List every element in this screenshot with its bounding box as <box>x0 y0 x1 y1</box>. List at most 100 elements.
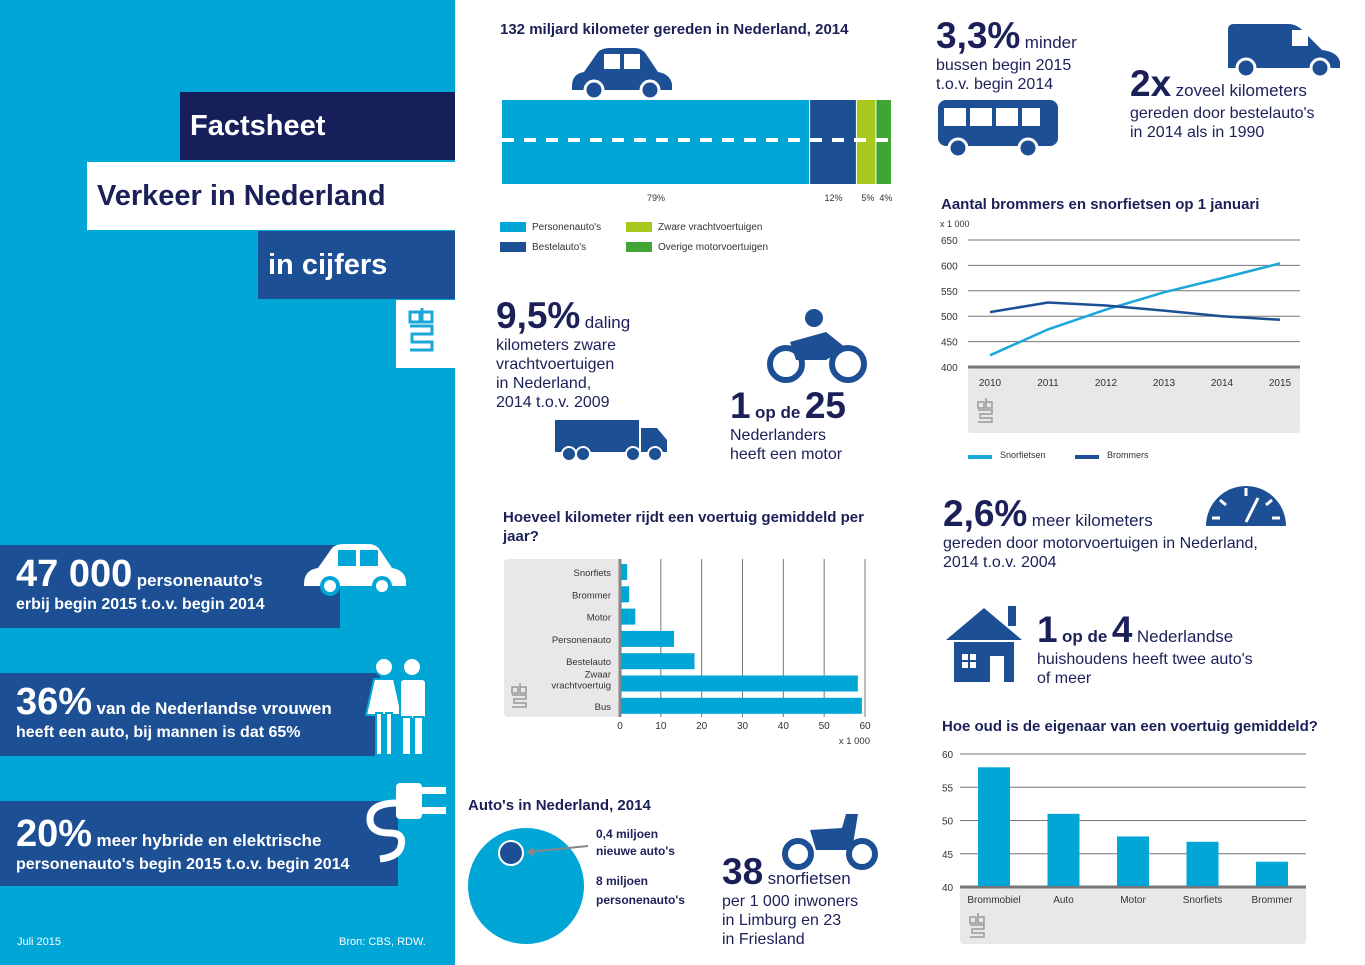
bar <box>621 630 675 647</box>
moped-chart-title: Aantal brommers en snorfietsen op 1 janu… <box>941 196 1260 213</box>
segment-label: 12% <box>824 193 842 203</box>
house-icon <box>946 606 1022 682</box>
legend-label: Brommers <box>1107 450 1149 460</box>
road-legend: Personenauto's Zware vrachtvoertuigen Bes… <box>500 218 820 258</box>
circle-new-cars <box>498 840 524 866</box>
stat-trucks: 9,5% daling kilometers zware vrachtvoertu… <box>496 295 631 412</box>
footer-source: Bron: CBS, RDW. <box>339 936 426 948</box>
truck-icon <box>555 420 667 462</box>
y-tick-label: 40 <box>942 883 954 894</box>
cars-chart-title: Auto's in Nederland, 2014 <box>468 797 651 814</box>
legend-item: Personenauto's <box>500 218 626 238</box>
x-unit-label: x 1 000 <box>839 736 870 747</box>
legend-swatch <box>626 242 652 253</box>
category-label: Motor <box>587 613 611 624</box>
stat-km: 2,6% meer kilometers gereden door motorv… <box>943 493 1258 572</box>
x-tick-label: 30 <box>737 721 749 732</box>
x-tick-label: Auto <box>1053 895 1074 906</box>
bar <box>978 767 1010 886</box>
cbs-logo <box>396 300 455 368</box>
left-panel: Factsheet Verkeer in Nederland in cijfer… <box>0 0 455 965</box>
stat-van: 2x zoveel kilometers gereden door bestel… <box>1130 63 1315 142</box>
y-tick-label: 500 <box>941 312 958 323</box>
x-tick-label: 2015 <box>1269 378 1292 389</box>
road-chart: 79% 12% 5% 4% <box>502 100 892 203</box>
x-tick-label: 2011 <box>1037 378 1059 389</box>
category-label: vrachtvoertuig <box>551 681 611 692</box>
bar <box>621 586 630 603</box>
x-tick-label: 40 <box>778 721 790 732</box>
legend-swatch <box>1075 455 1099 459</box>
y-tick-label: 400 <box>941 363 958 374</box>
cbs-logo-icon <box>511 683 527 708</box>
y-tick-label: 60 <box>942 750 954 761</box>
label-panel <box>504 559 622 717</box>
category-label: Snorfiets <box>574 568 612 579</box>
category-label: Bestelauto <box>566 657 611 668</box>
cbs-logo-icon <box>977 398 993 423</box>
x-tick-label: 2014 <box>1211 378 1234 389</box>
stat-band-cars: 47 000 personenauto's erbij begin 2015 t… <box>0 545 340 628</box>
car-icon <box>304 544 406 596</box>
arrow-line <box>527 845 589 853</box>
y-tick-label: 50 <box>942 817 954 828</box>
category-label: Personenauto <box>552 635 611 646</box>
category-label: Bus <box>595 702 612 713</box>
road-chart-title: 132 miljard kilometer gereden in Nederla… <box>500 21 849 38</box>
y-tick-label: 45 <box>942 850 954 861</box>
x-tick-label: 50 <box>819 721 831 732</box>
y-tick-label: 600 <box>941 261 958 272</box>
legend-item: Zware vrachtvoertuigen <box>626 218 763 238</box>
owner-age-chart: 40 45 50 55 60 Brommobiel Auto Motor Snorfiets Br… <box>942 750 1306 944</box>
km-chart-title: Hoeveel kilometer rijdt een voertuig gem… <box>503 509 864 545</box>
plug-icon <box>366 783 446 863</box>
x-tick-label: 60 <box>859 721 871 732</box>
x-tick-label: Motor <box>1120 895 1146 906</box>
x-tick-label: Brommer <box>1251 895 1293 906</box>
stat-band-hybrid: 20% meer hybride en elektrische personen… <box>0 801 398 886</box>
y-tick-label: 450 <box>941 338 958 349</box>
pie-labels: 0,4 miljoen nieuwe auto's 8 miljoen person… <box>596 827 685 907</box>
segment-label: 79% <box>647 193 665 203</box>
bar <box>1047 813 1080 886</box>
stat-scooter: 38 snorfietsen per 1 000 inwoners in Limb… <box>722 851 859 949</box>
bar <box>621 653 695 670</box>
van-icon <box>1228 24 1340 79</box>
y-tick-label: 55 <box>942 783 954 794</box>
speedometer-icon <box>1206 486 1286 526</box>
bar <box>1117 836 1149 886</box>
y-tick-label: 550 <box>941 287 958 298</box>
legend-item: Bestelauto's <box>500 238 626 258</box>
title-sub: in cijfers <box>258 231 455 299</box>
x-tick-label: Brommobiel <box>967 895 1020 906</box>
stat-band-women: 36% van de Nederlandse vrouwen heeft een… <box>0 673 380 756</box>
category-label: Zwaar <box>585 670 611 681</box>
legend-swatch <box>500 222 526 233</box>
km-per-year-chart: 0 10 20 30 40 50 60 Snorfiets Brommer Motor Person… <box>504 559 871 747</box>
title-main: Verkeer in Nederland <box>87 162 455 230</box>
legend-item: Overige motorvoertuigen <box>626 238 768 258</box>
line-series-snorfietsen <box>989 262 1281 357</box>
line-series-brommers <box>989 301 1281 322</box>
bar <box>1186 841 1219 886</box>
y-unit-label: x 1 000 <box>940 219 970 229</box>
x-tick-label: 2013 <box>1153 378 1176 389</box>
people-icon <box>364 657 427 756</box>
segment-label: 5% <box>861 193 874 203</box>
title-factsheet: Factsheet <box>180 92 455 160</box>
x-axis-panel <box>960 887 1306 944</box>
bar <box>621 608 636 625</box>
stat-bus: 3,3% minder bussen begin 2015 t.o.v. begi… <box>936 15 1077 94</box>
bar <box>621 697 862 714</box>
age-chart-title: Hoe oud is de eigenaar van een voertuig … <box>942 718 1318 735</box>
circle-all-cars <box>468 828 584 944</box>
x-tick-label: 10 <box>655 721 667 732</box>
x-tick-label: 0 <box>617 721 623 732</box>
stat-motor: 1 op de 25 Nederlanders heeft een motor <box>730 385 846 464</box>
bar <box>621 675 858 692</box>
stat-house: 1 op de 4 Nederlandse huishoudens heeft … <box>1037 609 1253 688</box>
x-tick-label: 2012 <box>1095 378 1118 389</box>
bar <box>1256 861 1288 886</box>
car-icon <box>572 48 672 100</box>
x-tick-label: 2010 <box>979 378 1002 389</box>
